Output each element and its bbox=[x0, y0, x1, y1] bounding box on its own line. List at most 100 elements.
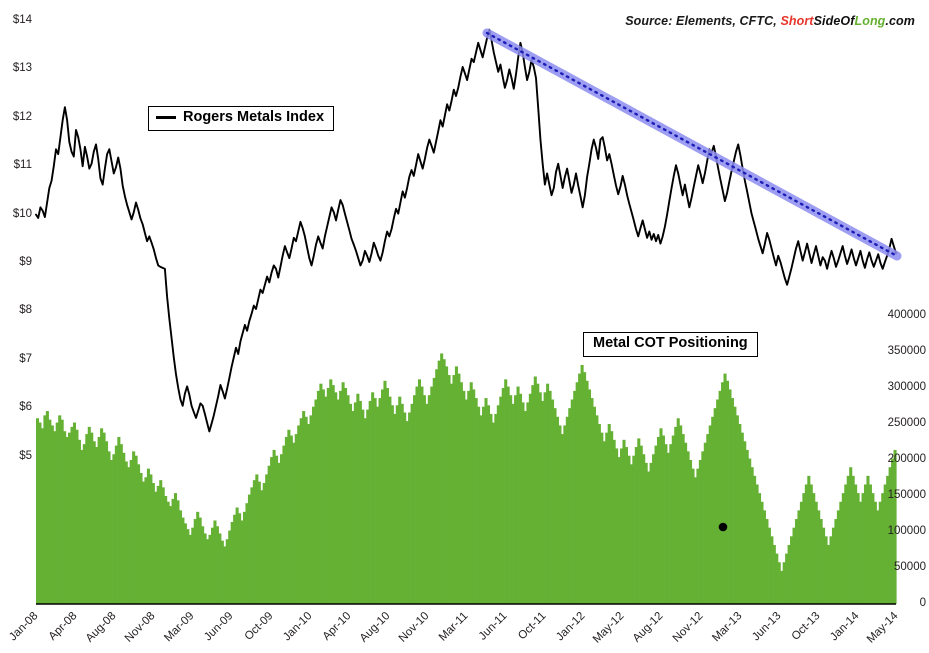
cot-bar bbox=[839, 501, 843, 604]
cot-bar bbox=[201, 526, 205, 604]
cot-bar bbox=[824, 536, 828, 604]
cot-bar bbox=[240, 520, 244, 604]
cot-bar bbox=[878, 501, 882, 604]
cot-bar bbox=[371, 392, 375, 604]
cot-bar bbox=[888, 467, 892, 604]
cot-bar bbox=[509, 395, 513, 604]
cot-bar bbox=[578, 373, 582, 604]
cot-bar bbox=[871, 493, 875, 604]
left-axis-tick-label: $10 bbox=[12, 207, 32, 220]
cot-bar bbox=[740, 432, 744, 604]
cot-bar bbox=[484, 398, 488, 604]
cot-bar bbox=[292, 442, 296, 604]
cot-bar bbox=[220, 540, 224, 604]
cot-bar bbox=[351, 411, 355, 604]
left-axis-tick-label: $7 bbox=[19, 352, 32, 365]
cot-bar bbox=[137, 464, 141, 604]
cot-bar bbox=[452, 375, 456, 604]
cot-bar bbox=[849, 467, 853, 604]
cot-bar bbox=[425, 403, 429, 604]
right-axis-tick-label: 350000 bbox=[887, 345, 926, 357]
cot-bar bbox=[696, 468, 700, 604]
cot-bar bbox=[743, 441, 747, 604]
cot-bar bbox=[154, 491, 158, 604]
cot-bar bbox=[334, 392, 338, 604]
cot-bar bbox=[373, 398, 377, 604]
cot-bar bbox=[718, 390, 722, 604]
cot-bar bbox=[627, 455, 631, 604]
cot-bar bbox=[467, 390, 471, 604]
right-axis-tick-label: 50000 bbox=[894, 561, 926, 573]
cot-bar bbox=[770, 536, 774, 604]
cot-bar bbox=[496, 405, 500, 604]
right-axis-tick-label: 200000 bbox=[887, 453, 926, 465]
right-axis-tick-label: 100000 bbox=[887, 525, 926, 537]
cot-bar bbox=[149, 474, 153, 604]
cot-bar bbox=[464, 399, 468, 604]
cot-bar bbox=[176, 500, 180, 604]
cot-bar bbox=[166, 501, 170, 604]
cot-bar bbox=[807, 475, 811, 604]
cot-bar bbox=[861, 493, 865, 604]
cot-bar bbox=[265, 474, 269, 604]
cot-bar bbox=[223, 546, 227, 604]
cot-bar bbox=[891, 458, 895, 604]
cot-bar bbox=[255, 474, 259, 604]
cot-bar bbox=[169, 506, 173, 604]
cot-bar bbox=[257, 481, 261, 604]
cot-bar bbox=[797, 510, 801, 604]
cot-bar bbox=[60, 419, 64, 604]
trendline-dotted bbox=[485, 31, 899, 258]
cot-low-marker-dot bbox=[718, 522, 728, 532]
cot-bar bbox=[139, 472, 143, 604]
cot-bar bbox=[124, 461, 128, 604]
cot-bar bbox=[173, 493, 178, 604]
right-axis-tick-label: 400000 bbox=[887, 309, 926, 321]
cot-bar bbox=[390, 405, 394, 604]
cot-bar bbox=[822, 527, 826, 604]
cot-bar bbox=[144, 477, 148, 604]
cot-bar bbox=[721, 382, 725, 604]
cot-bar bbox=[366, 409, 370, 604]
cot-bar bbox=[297, 425, 301, 604]
cot-bar bbox=[378, 398, 382, 604]
cot-bar bbox=[548, 390, 552, 604]
cot-bar bbox=[615, 448, 619, 604]
cot-bar bbox=[859, 501, 863, 604]
cot-bar bbox=[183, 523, 187, 604]
cot-bar bbox=[58, 415, 62, 604]
cot-bar bbox=[514, 395, 518, 604]
cot-bar bbox=[745, 449, 749, 604]
cot-bar bbox=[277, 462, 281, 604]
brand-short: Short bbox=[780, 14, 814, 28]
cot-bar bbox=[225, 539, 229, 604]
cot-bar bbox=[575, 382, 579, 604]
cot-bar bbox=[304, 416, 308, 604]
cot-bar bbox=[735, 415, 739, 604]
cot-bar bbox=[708, 425, 712, 604]
cot-bar bbox=[85, 434, 89, 604]
cot-bar bbox=[836, 510, 840, 604]
cot-bar bbox=[208, 534, 212, 604]
cot-bar bbox=[886, 475, 890, 604]
cot-bar bbox=[730, 398, 734, 604]
cot-bar bbox=[573, 390, 577, 604]
cot-bar bbox=[393, 413, 397, 604]
cot-bar bbox=[656, 436, 661, 604]
cot-bar bbox=[55, 422, 59, 604]
cot-bar bbox=[329, 379, 333, 604]
cot-bar bbox=[272, 449, 276, 604]
cot-bar bbox=[607, 424, 611, 604]
cot-bar bbox=[528, 393, 532, 604]
left-axis-tick-label: $14 bbox=[12, 14, 32, 26]
cot-bar bbox=[829, 536, 833, 604]
cot-bar bbox=[430, 386, 434, 604]
cot-bar bbox=[413, 395, 417, 604]
cot-bar bbox=[324, 396, 328, 604]
cot-bar bbox=[841, 493, 845, 604]
right-axis-tick-label: 250000 bbox=[887, 417, 926, 429]
cot-bar bbox=[775, 553, 779, 604]
cot-bar bbox=[188, 534, 192, 604]
cot-bar bbox=[462, 390, 466, 604]
